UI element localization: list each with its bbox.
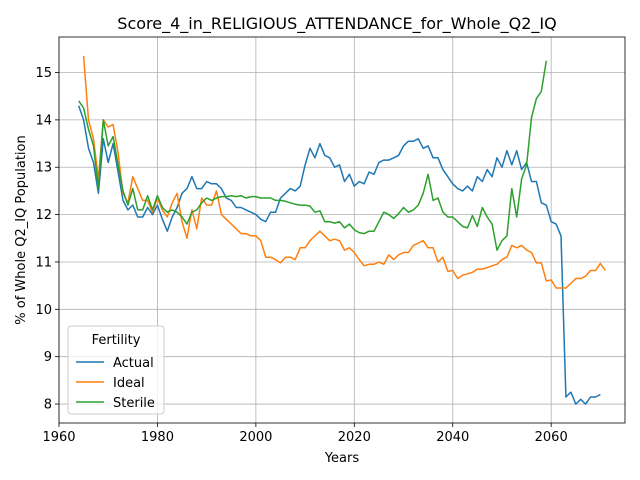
series-layer: [77, 55, 606, 405]
x-tick-label: 1960: [42, 430, 75, 445]
y-tick-label: 9: [44, 350, 52, 365]
x-tick-label: 2040: [436, 430, 469, 445]
x-tick-label: 2060: [535, 430, 568, 445]
x-tick-label: 1980: [141, 430, 174, 445]
legend-label-actual: Actual: [113, 356, 154, 371]
y-tick-label: 14: [35, 113, 52, 128]
series-line-actual: [77, 105, 601, 405]
y-axis-label: % of Whole Q2_IQ Population: [14, 135, 29, 324]
y-axis: 8 9 10 11 12 13 14 15: [35, 66, 59, 413]
y-tick-label: 10: [35, 303, 52, 318]
series-line-ideal: [82, 55, 606, 289]
plot-frame: [58, 36, 626, 424]
series-line-sterile: [78, 60, 548, 251]
x-axis-label: Years: [324, 451, 360, 466]
chart-title: Score_4_in_RELIGIOUS_ATTENDANCE_for_Whol…: [117, 14, 556, 34]
legend-box: [67, 325, 165, 415]
y-tick-label: 8: [44, 398, 52, 413]
legend-label-ideal: Ideal: [113, 376, 145, 391]
y-tick-label: 13: [35, 161, 52, 176]
legend-title: Fertility: [92, 333, 141, 348]
y-tick-label: 12: [35, 208, 52, 223]
legend-label-sterile: Sterile: [113, 396, 155, 411]
x-axis: 1960 1980 2000 2020 2040 2060: [42, 423, 568, 445]
legend: Fertility Actual Ideal Sterile: [67, 325, 165, 415]
y-tick-label: 11: [35, 255, 52, 270]
x-tick-label: 2020: [338, 430, 371, 445]
x-tick-label: 2000: [239, 430, 272, 445]
y-tick-label: 15: [35, 66, 52, 81]
